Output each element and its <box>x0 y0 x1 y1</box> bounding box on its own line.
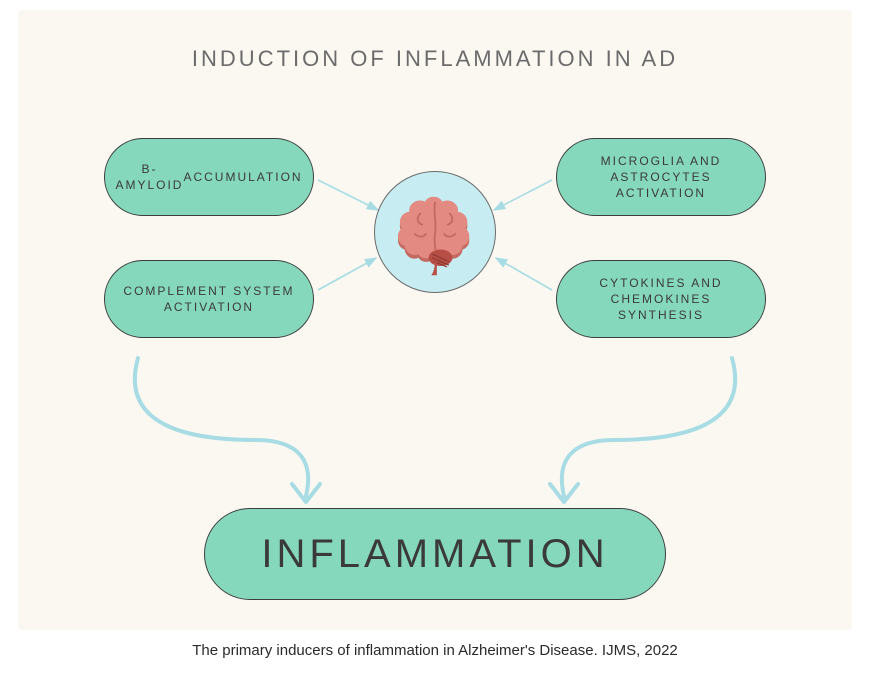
diagram-title: INDUCTION OF INFLAMMATION IN AD <box>0 46 870 72</box>
node-amyloid: Β-AMYLOIDACCUMULATION <box>104 138 314 216</box>
node-inflam: INFLAMMATION <box>204 508 666 600</box>
node-microglia: MICROGLIA AND ASTROCYTES ACTIVATION <box>556 138 766 216</box>
brain-icon <box>374 171 496 293</box>
node-complement: COMPLEMENT SYSTEM ACTIVATION <box>104 260 314 338</box>
figure-caption: The primary inducers of inflammation in … <box>0 642 870 659</box>
node-cytokines: CYTOKINES AND CHEMOKINES SYNTHESIS <box>556 260 766 338</box>
